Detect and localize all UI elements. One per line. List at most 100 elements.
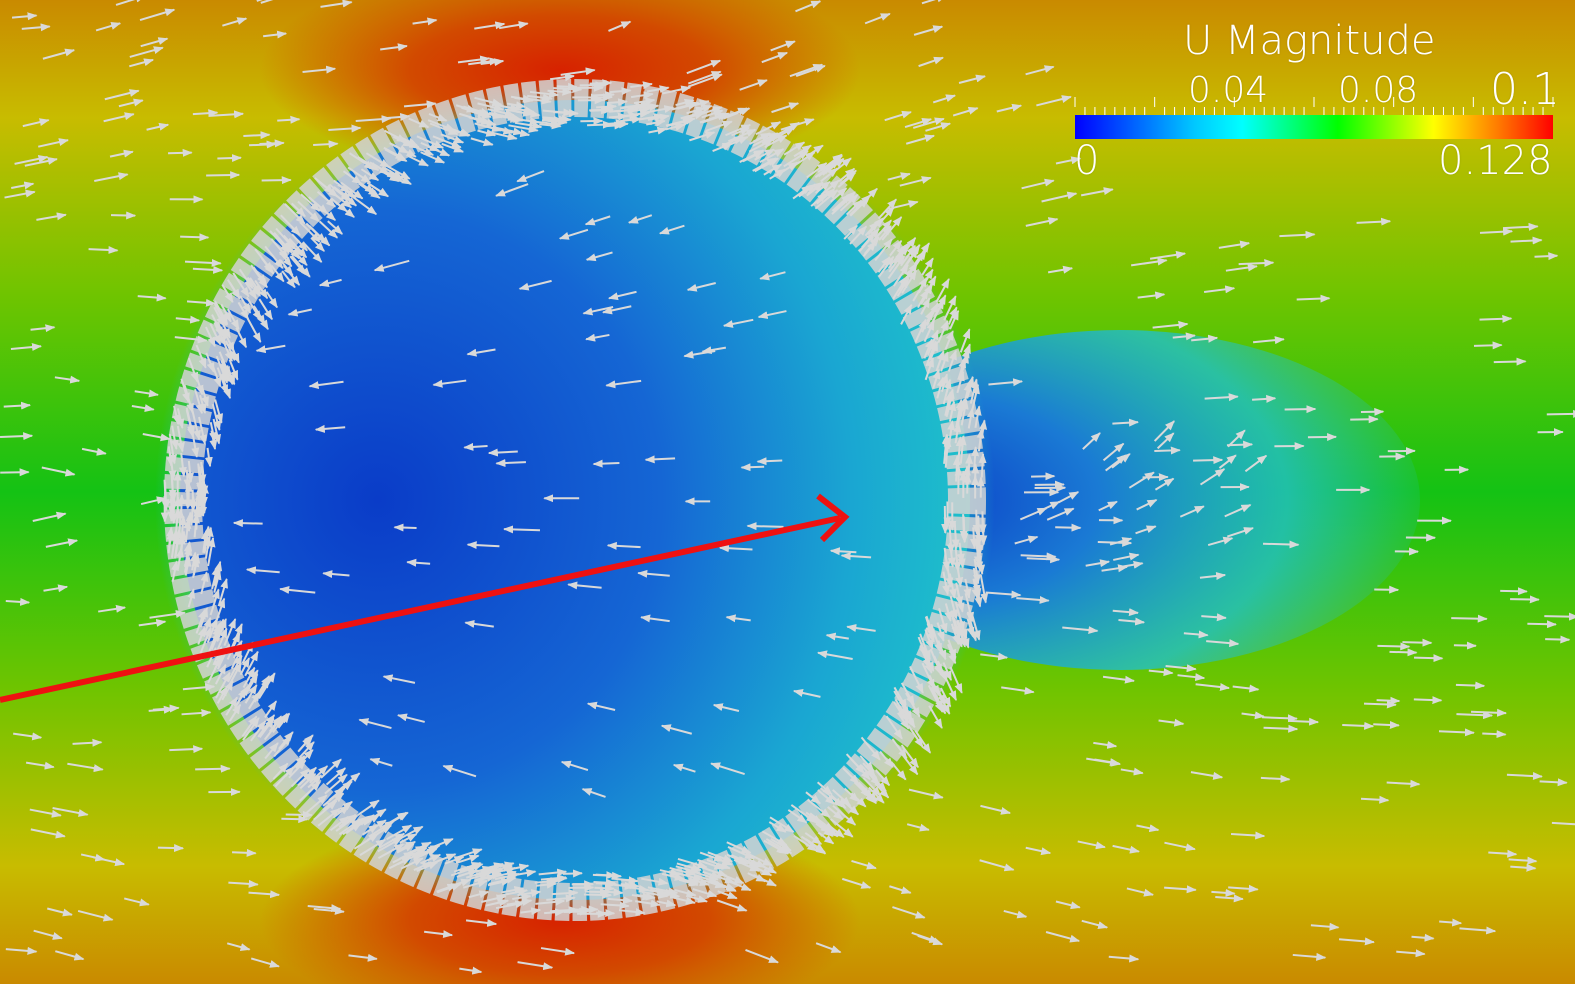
vector-glyph-icon bbox=[1310, 922, 1340, 931]
vector-glyph-icon bbox=[937, 320, 949, 344]
vector-glyph-icon bbox=[893, 686, 908, 710]
legend-title: U Magnitude bbox=[1183, 18, 1436, 64]
vector-glyph-icon bbox=[1439, 918, 1463, 927]
vector-glyph-icon bbox=[185, 511, 194, 532]
vector-glyph-icon bbox=[264, 742, 279, 760]
vector-glyph-icon bbox=[1112, 418, 1140, 427]
vector-glyph-icon bbox=[630, 91, 654, 100]
vector-glyph-icon bbox=[195, 608, 206, 634]
vector-glyph-icon bbox=[592, 871, 623, 880]
vector-glyph-icon bbox=[885, 715, 903, 740]
vector-glyph-icon bbox=[337, 772, 361, 792]
vector-glyph-icon bbox=[485, 862, 504, 871]
vector-glyph-icon bbox=[80, 853, 106, 862]
vector-glyph-icon bbox=[243, 131, 271, 140]
vector-glyph-icon bbox=[215, 671, 231, 699]
legend-max: 0.128 bbox=[1438, 138, 1553, 184]
vector-glyph-icon bbox=[930, 623, 942, 654]
vector-glyph-icon bbox=[186, 298, 216, 307]
vector-glyph-icon bbox=[963, 578, 972, 599]
vector-glyph-icon bbox=[889, 240, 903, 257]
vector-glyph-icon bbox=[250, 720, 267, 742]
vector-glyph-icon bbox=[503, 525, 541, 534]
vector-glyph-icon bbox=[1342, 721, 1375, 730]
vector-glyph-icon bbox=[269, 230, 290, 254]
vector-glyph-icon bbox=[771, 102, 800, 114]
vector-glyph-icon bbox=[1093, 740, 1118, 749]
vector-glyph-icon bbox=[1001, 686, 1035, 695]
vector-glyph-icon bbox=[272, 762, 289, 780]
vector-glyph-icon bbox=[815, 942, 842, 954]
vector-glyph-icon bbox=[1482, 730, 1507, 739]
vector-glyph-icon bbox=[846, 624, 876, 632]
vector-glyph-icon bbox=[508, 124, 539, 133]
vector-glyph-icon bbox=[134, 389, 159, 398]
vector-glyph-icon bbox=[11, 12, 38, 21]
vector-glyph-icon bbox=[930, 686, 944, 710]
vector-glyph-icon bbox=[258, 298, 273, 321]
vector-glyph-icon bbox=[72, 738, 103, 747]
vector-glyph-icon bbox=[250, 264, 268, 289]
vector-glyph-icon bbox=[1118, 617, 1146, 626]
vector-glyph-icon bbox=[356, 799, 380, 817]
vector-glyph-icon bbox=[320, 758, 342, 779]
vector-glyph-icon bbox=[1206, 639, 1240, 648]
vector-glyph-icon bbox=[1218, 240, 1251, 249]
vector-glyph-icon bbox=[1136, 499, 1158, 511]
vector-glyph-icon bbox=[767, 841, 790, 855]
vector-glyph-icon bbox=[3, 401, 32, 410]
vector-glyph-icon bbox=[901, 269, 917, 294]
vector-glyph-icon bbox=[942, 378, 952, 405]
vector-glyph-icon bbox=[1413, 654, 1444, 663]
vector-glyph-icon bbox=[921, 662, 936, 690]
vector-glyph-icon bbox=[795, 64, 826, 78]
vector-glyph-icon bbox=[1193, 456, 1224, 465]
vector-glyph-icon bbox=[260, 257, 275, 275]
vector-glyph-icon bbox=[465, 918, 498, 927]
vector-glyph-icon bbox=[726, 841, 752, 854]
vector-glyph-icon bbox=[817, 831, 835, 845]
vector-glyph-icon bbox=[383, 170, 404, 183]
vector-glyph-icon bbox=[1137, 291, 1166, 300]
vector-glyph-icon bbox=[1502, 222, 1539, 231]
vector-glyph-icon bbox=[228, 359, 239, 381]
vector-glyph-icon bbox=[911, 249, 927, 272]
vector-glyph-icon bbox=[213, 302, 228, 327]
vector-glyph-icon bbox=[487, 448, 518, 457]
vector-glyph-icon bbox=[1260, 774, 1291, 783]
vector-glyph-icon bbox=[495, 183, 529, 197]
vector-glyph-icon bbox=[520, 907, 542, 916]
vector-glyph-icon bbox=[671, 101, 700, 111]
vector-glyph-icon bbox=[888, 250, 905, 273]
vector-glyph-icon bbox=[905, 134, 935, 145]
vector-glyph-icon bbox=[290, 254, 311, 278]
vector-glyph-icon bbox=[52, 807, 89, 817]
vector-glyph-icon bbox=[1215, 894, 1244, 903]
vector-glyph-icon bbox=[316, 190, 337, 208]
vector-glyph-icon bbox=[644, 888, 668, 896]
vector-glyph-icon bbox=[1539, 778, 1568, 787]
vector-glyph-icon bbox=[1136, 824, 1160, 833]
vector-glyph-icon bbox=[725, 135, 749, 148]
legend-tick-3: 0.1 bbox=[1490, 64, 1560, 115]
vector-glyph-icon bbox=[1252, 394, 1277, 403]
vector-glyph-icon bbox=[456, 869, 479, 878]
vector-glyph-icon bbox=[707, 851, 734, 863]
vector-glyph-icon bbox=[174, 335, 208, 344]
vector-glyph-icon bbox=[583, 890, 613, 899]
vector-glyph-icon bbox=[337, 780, 353, 794]
vector-glyph-icon bbox=[129, 58, 155, 68]
vector-glyph-icon bbox=[932, 368, 941, 389]
vector-glyph-icon bbox=[606, 541, 641, 550]
vector-glyph-icon bbox=[131, 404, 155, 413]
vector-glyph-icon bbox=[956, 592, 965, 613]
vector-glyph-icon bbox=[161, 481, 170, 512]
vector-glyph-icon bbox=[1506, 772, 1543, 781]
vector-glyph-icon bbox=[921, 0, 947, 5]
vector-glyph-icon bbox=[753, 132, 771, 143]
vector-glyph-icon bbox=[187, 588, 196, 608]
vector-glyph-icon bbox=[498, 20, 529, 30]
vector-glyph-icon bbox=[890, 761, 907, 781]
